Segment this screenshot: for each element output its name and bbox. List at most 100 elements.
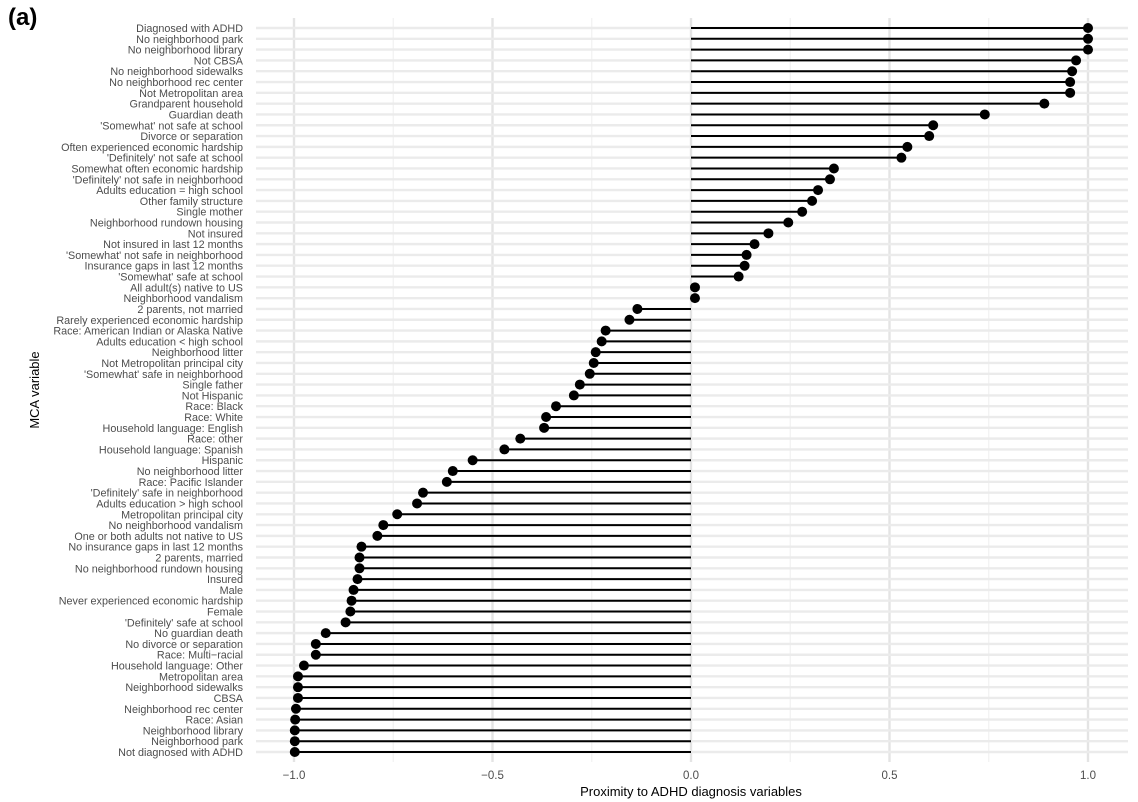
y-tick-label: Often experienced economic hardship — [61, 142, 243, 154]
y-tick-label: Adults education > high school — [96, 498, 243, 510]
lollipop-point — [372, 530, 383, 541]
lollipop-point — [763, 228, 774, 239]
lollipop-point — [797, 206, 808, 217]
lollipop-point — [689, 293, 700, 304]
y-tick-label: Neighborhood rec center — [124, 704, 243, 716]
lollipop-point — [499, 444, 510, 455]
lollipop-point — [290, 714, 301, 725]
y-tick-label: No neighborhood sidewalks — [110, 66, 243, 78]
y-tick-label: 2 parents, married — [155, 552, 243, 564]
y-tick-label: Not Metropolitan area — [139, 88, 243, 100]
lollipop-point — [378, 520, 389, 531]
lollipop-point — [412, 498, 423, 509]
y-tick-label: All adult(s) native to US — [130, 282, 243, 294]
y-tick-label: No insurance gaps in last 12 months — [68, 542, 243, 554]
lollipop-point — [689, 282, 700, 293]
y-tick-label: Insurance gaps in last 12 months — [85, 261, 244, 273]
y-tick-label: Not Hispanic — [182, 390, 244, 402]
y-tick-label: Hispanic — [202, 455, 244, 467]
lollipop-point — [1071, 55, 1082, 66]
y-tick-label: Female — [207, 607, 243, 619]
y-tick-label: Not Metropolitan principal city — [101, 358, 243, 370]
lollipop-point — [356, 541, 367, 552]
y-tick-label: Household language: Spanish — [99, 444, 243, 456]
y-tick-label: 'Somewhat' not safe at school — [100, 120, 243, 132]
y-tick-label: Metropolitan area — [159, 671, 243, 683]
lollipop-point — [1083, 33, 1093, 44]
x-tick-label: −1.0 — [283, 770, 306, 782]
lollipop-point — [749, 239, 760, 250]
y-tick-label: Metropolitan principal city — [121, 509, 243, 521]
y-tick-label: Neighborhood vandalism — [124, 293, 243, 305]
y-tick-label: 'Somewhat' not safe in neighborhood — [66, 250, 243, 262]
y-tick-label: 2 parents, not married — [137, 304, 243, 316]
y-tick-label: Divorce or separation — [140, 131, 243, 143]
lollipop-point — [1065, 87, 1076, 98]
y-tick-label: Somewhat often economic hardship — [71, 163, 243, 175]
lollipop-point — [584, 368, 595, 379]
lollipop-point — [310, 649, 321, 660]
lollipop-point — [574, 379, 585, 390]
lollipop-point — [632, 303, 643, 314]
lollipop-point — [733, 271, 744, 282]
lollipop-point — [551, 401, 562, 412]
lollipop-point — [902, 141, 913, 152]
y-tick-label: No neighborhood litter — [137, 466, 244, 478]
x-tick-label: 0.0 — [683, 770, 699, 782]
lollipop-point — [320, 628, 331, 639]
y-tick-label: Guardian death — [169, 109, 243, 121]
lollipop-point — [310, 638, 321, 649]
y-tick-label: 'Somewhat' safe in neighborhood — [84, 369, 243, 381]
y-tick-label: Male — [220, 585, 243, 597]
x-tick-label: 0.5 — [882, 770, 898, 782]
lollipop-point — [539, 422, 550, 433]
lollipop-point — [596, 336, 607, 347]
y-tick-label: No guardian death — [154, 628, 243, 640]
lollipop-point — [289, 736, 300, 747]
lollipop-point — [340, 617, 351, 628]
y-tick-label: Race: other — [187, 434, 243, 446]
y-tick-label: 'Definitely' safe in neighborhood — [91, 488, 243, 500]
y-tick-label: No neighborhood rec center — [109, 77, 243, 89]
lollipop-point — [896, 152, 907, 163]
lollipop-point — [1083, 44, 1093, 55]
panel-label: (a) — [8, 4, 38, 31]
lollipop-point — [979, 109, 990, 120]
y-tick-label: Rarely experienced economic hardship — [56, 315, 243, 327]
lollipop-point — [783, 217, 794, 228]
lollipop-point — [292, 692, 303, 703]
y-tick-label: No neighborhood vandalism — [109, 520, 243, 532]
lollipop-point — [588, 357, 599, 368]
lollipop-point — [568, 390, 579, 401]
y-tick-label: Neighborhood library — [143, 725, 244, 737]
lollipop-point — [441, 476, 452, 487]
x-axis-title: Proximity to ADHD diagnosis variables — [580, 784, 802, 799]
lollipop-point — [739, 260, 750, 271]
y-tick-label: Race: White — [184, 412, 243, 424]
y-tick-label: Not diagnosed with ADHD — [118, 747, 243, 759]
y-tick-label: 'Definitely' not safe at school — [107, 153, 243, 165]
lollipop-point — [1065, 77, 1076, 88]
y-tick-label: Household language: English — [103, 423, 243, 435]
lollipop-point — [289, 725, 300, 736]
y-tick-label: Race: Multi−racial — [157, 650, 243, 662]
y-tick-label: Single father — [182, 380, 243, 392]
lollipop-point — [1083, 23, 1093, 33]
lollipop-point — [813, 185, 824, 196]
lollipop-point — [1067, 66, 1078, 77]
y-tick-label: 'Definitely' safe at school — [125, 617, 243, 629]
y-tick-label: No neighborhood library — [128, 45, 244, 57]
y-tick-label: CBSA — [214, 693, 244, 705]
y-tick-label: Neighborhood sidewalks — [125, 682, 243, 694]
y-tick-label: Neighborhood rundown housing — [90, 218, 243, 230]
y-tick-label: Diagnosed with ADHD — [136, 23, 243, 35]
y-tick-label: One or both adults not native to US — [74, 531, 243, 543]
lollipop-point — [924, 131, 935, 142]
y-tick-label: 'Somewhat' safe at school — [118, 272, 243, 284]
lollipop-point — [346, 595, 357, 606]
lollipop-point — [467, 455, 478, 466]
y-tick-label: No divorce or separation — [125, 639, 243, 651]
y-tick-label: Neighborhood litter — [152, 347, 244, 359]
y-tick-label: Single mother — [176, 207, 243, 219]
